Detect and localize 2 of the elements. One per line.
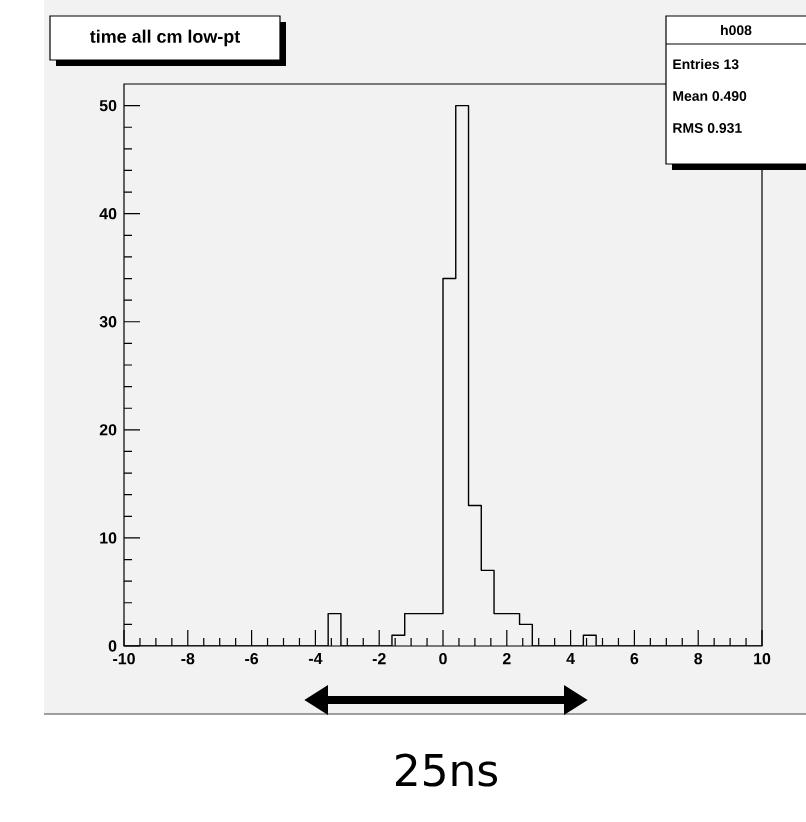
text: 25ns — [396, 753, 498, 787]
chart-title: time all cm low-pt — [89, 29, 240, 47]
